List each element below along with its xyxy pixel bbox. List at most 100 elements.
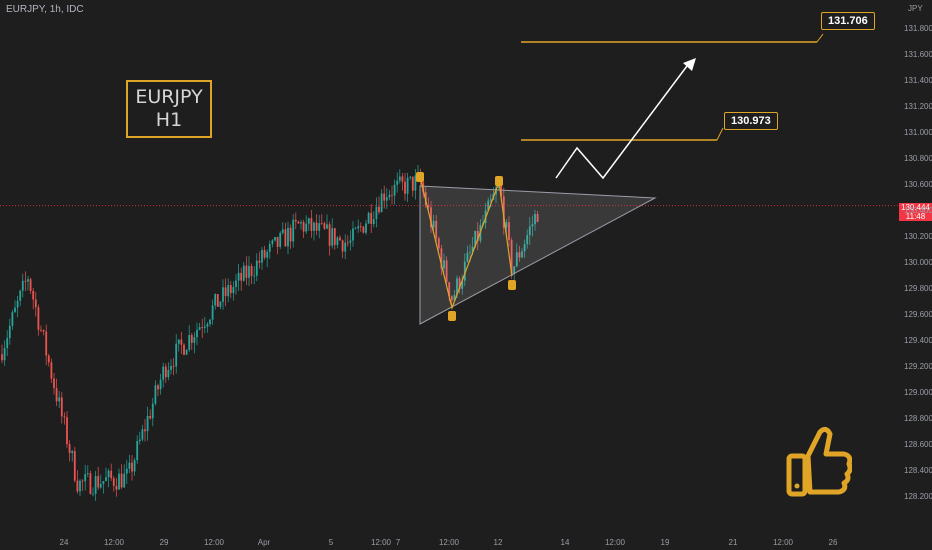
pattern-zigzag [419,176,513,311]
candle-body [34,299,37,308]
x-tick-label: 12:00 [438,538,460,547]
candle-body [352,228,354,241]
candle-body [349,240,352,243]
candle-body [120,473,123,488]
candle-body [440,248,443,269]
candle-body [372,219,375,224]
x-tick-label: 19 [660,538,670,547]
candle-body [11,312,14,326]
candle-body [344,242,347,252]
candle-body [445,260,448,283]
x-tick-label: 12 [493,538,503,547]
candle-body [274,236,276,241]
candle-body [393,184,396,196]
thumbs-up-icon [786,426,852,497]
candle-body [123,473,126,488]
candle-body [73,451,76,481]
candle-body [396,180,399,185]
candle-body [380,193,383,213]
candle-body [313,222,315,231]
y-tick-label: 130.000 [904,258,932,268]
candle-body [180,339,183,345]
candle-body [102,480,105,485]
candle-body [164,366,167,378]
y-tick-label: 129.000 [904,388,932,398]
symbol-title-box: EURJPY H1 [126,80,212,138]
y-tick-label: 128.800 [904,414,932,424]
candle-body [172,365,175,367]
candle-body [112,478,115,486]
candle-body [294,219,297,222]
candle-body [198,327,201,330]
candle-body [346,242,349,244]
candle-body [341,240,344,252]
candle-body [118,473,120,490]
candle-body [398,176,401,181]
candle-body [19,290,22,301]
candle-body [370,212,373,224]
candle-body [188,335,191,350]
candle-body [310,218,313,231]
candle-body [170,365,172,370]
y-tick-label: 128.400 [904,466,932,476]
candle-body [336,237,339,245]
y-tick-label: 130.400 [904,206,932,216]
x-tick-label: 14 [560,538,570,547]
candle-body [248,266,250,278]
y-tick-label: 130.600 [904,180,932,190]
candle-body [240,272,243,281]
candle-body [97,476,100,488]
candle-body [84,474,87,482]
candle-body [461,280,464,289]
candle-body [401,176,404,182]
candle-body [71,451,74,454]
candle-body [357,226,360,229]
y-tick-label: 131.800 [904,24,932,34]
candle-body [8,325,11,339]
y-tick-label: 129.800 [904,284,932,294]
candle-body [302,222,305,232]
candle-body [362,226,365,233]
candle-body [177,339,180,344]
candle-body [86,473,89,475]
x-tick-label: 12:00 [604,538,626,547]
y-tick-label: 130.800 [904,154,932,164]
candle-body [190,335,193,343]
current-price-tag: 130.444 11:48 [899,203,932,221]
candle-body [162,366,165,380]
candle-body [305,223,308,232]
candle-body [63,416,66,418]
candle-body [326,224,328,229]
pattern-pivot-markers [416,172,516,321]
candle-body [518,252,521,258]
candle-body [513,266,516,275]
x-tick-label: 21 [728,538,738,547]
candle-body [89,473,92,494]
y-tick-label: 128.200 [904,492,932,501]
candle-body [266,251,269,258]
candle-body [125,468,128,474]
candle-body [151,403,154,419]
candle-body [268,243,271,252]
candle-body [263,249,266,258]
candle-body [385,197,388,201]
x-tick-label: Apr [257,538,271,547]
candle-body [235,280,237,288]
candle-body [79,480,81,492]
candle-body [146,415,149,432]
countdown-timer: 11:48 [905,212,926,221]
candle-body [107,470,110,478]
candle-body [531,224,534,227]
x-tick-label: 12:00 [370,538,392,547]
candle-body [53,378,55,389]
candle-body [508,222,510,241]
candle-body [474,230,477,247]
candle-body [138,439,141,442]
candle-body [76,480,79,492]
x-tick-label: 24 [59,538,69,547]
candle-body [136,441,139,461]
candle-body [406,177,409,194]
candle-body [37,307,40,330]
candle-body [458,278,461,289]
